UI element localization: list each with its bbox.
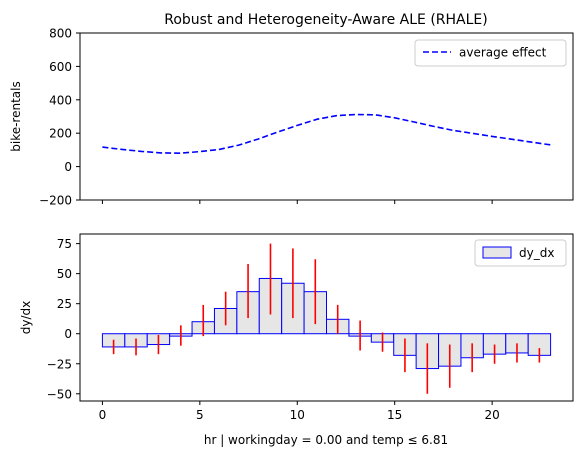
chart-title: Robust and Heterogeneity-Aware ALE (RHAL… (164, 12, 487, 28)
bottom-y-axis-ticks: −50 −25 0 25 50 75 (47, 237, 80, 401)
bottom-x-axis-label: hr | workingday = 0.00 and temp ≤ 6.81 (204, 433, 448, 447)
top-legend: average effect (414, 39, 567, 67)
dy-dx-legend-swatch (482, 246, 512, 259)
top-y-tick-label-5: 800 (49, 27, 72, 41)
bottom-x-tick-label-3: 15 (387, 408, 402, 422)
bottom-y-tick-label-1: −25 (47, 357, 72, 371)
bottom-y-tick-label-3: 25 (57, 297, 72, 311)
top-y-tick-label-3: 400 (49, 93, 72, 107)
average-effect-panel: −200 0 200 400 600 800 bike-rentals average e… (9, 27, 574, 208)
top-y-tick-label-1: 0 (64, 160, 72, 174)
bottom-axes-frame (79, 233, 574, 402)
bottom-y-tick-label-0: −50 (47, 387, 72, 401)
top-legend-box (414, 39, 567, 67)
bottom-legend: dy_dx (474, 239, 567, 267)
bottom-x-tick-label-2: 10 (290, 408, 305, 422)
top-y-axis-ticks: −200 0 200 400 600 800 (39, 27, 80, 208)
top-y-tick-label-4: 600 (49, 60, 72, 74)
top-y-axis-label: bike-rentals (9, 81, 23, 152)
bottom-y-tick-label-4: 50 (57, 267, 72, 281)
top-x-axis-ticks (101, 200, 493, 204)
dy-dx-legend-label: dy_dx (519, 246, 554, 260)
bottom-x-tick-label-4: 20 (484, 408, 499, 422)
average-effect-line (102, 113, 551, 155)
bottom-y-tick-label-2: 0 (64, 327, 72, 341)
bottom-x-tick-label-0: 0 (99, 408, 107, 422)
top-y-tick-label-2: 200 (49, 127, 72, 141)
average-effect-plot-area (102, 113, 551, 155)
bottom-y-axis-label: dy/dx (19, 301, 33, 334)
bottom-y-tick-label-5: 75 (57, 237, 72, 251)
bottom-x-tick-label-1: 5 (196, 408, 204, 422)
top-y-tick-label-0: −200 (39, 194, 72, 208)
top-axes-frame (79, 32, 574, 201)
derivative-plot-area (101, 243, 552, 394)
derivative-panel: −50 −25 0 25 50 75 0 5 10 15 20 dy/dx hr | workin… (19, 233, 574, 447)
bottom-x-axis-ticks: 0 5 10 15 20 (99, 401, 500, 422)
average-effect-legend-label: average effect (459, 46, 547, 60)
